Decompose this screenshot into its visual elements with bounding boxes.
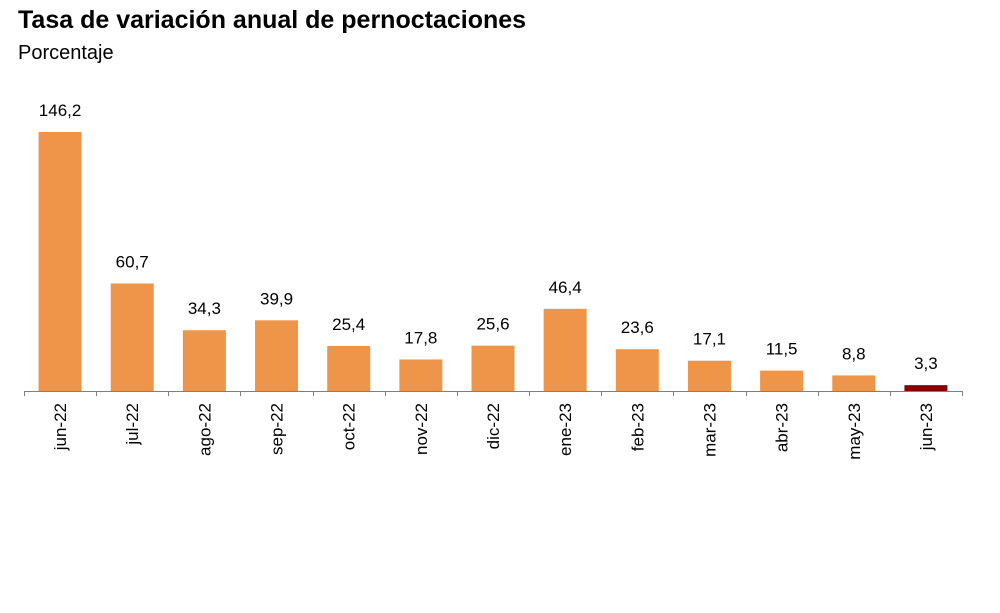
data-label: 23,6 — [621, 318, 654, 337]
bar — [760, 370, 804, 391]
data-label: 46,4 — [549, 278, 582, 297]
bar — [182, 330, 226, 391]
chart-subtitle: Porcentaje — [18, 42, 114, 64]
bar — [687, 360, 731, 391]
x-tick-label: nov-22 — [412, 403, 431, 455]
x-tick-label: dic-22 — [484, 403, 503, 449]
bar — [38, 132, 82, 391]
x-tick-label: sep-22 — [268, 403, 287, 455]
data-label: 3,3 — [914, 354, 938, 373]
x-tick-label: jul-22 — [123, 403, 142, 446]
data-label: 17,1 — [693, 330, 726, 349]
bar — [471, 345, 515, 391]
bar — [543, 308, 587, 391]
chart-title: Tasa de variación anual de pernoctacione… — [18, 6, 527, 34]
bar — [832, 375, 876, 391]
bar — [615, 349, 659, 391]
x-tick-label: feb-23 — [628, 403, 647, 451]
x-tick-label: jun-23 — [917, 403, 936, 451]
x-tick-label: ago-22 — [195, 403, 214, 456]
x-tick-label: oct-22 — [340, 403, 359, 450]
bar — [255, 320, 299, 391]
x-tick-label: may-23 — [845, 403, 864, 460]
data-label: 25,4 — [332, 315, 365, 334]
data-label: 60,7 — [116, 252, 149, 271]
bar — [904, 385, 948, 391]
data-label: 34,3 — [188, 299, 221, 318]
data-label: 146,2 — [39, 101, 82, 120]
x-tick-label: ene-23 — [556, 403, 575, 456]
bar — [399, 359, 443, 391]
data-label: 11,5 — [766, 340, 798, 359]
data-label: 25,6 — [476, 315, 509, 334]
data-label: 17,8 — [404, 328, 437, 347]
x-tick-label: jun-22 — [51, 403, 70, 451]
x-tick-label: mar-23 — [700, 403, 719, 457]
x-tick-label: abr-23 — [773, 403, 792, 452]
bar — [327, 346, 371, 391]
bar — [110, 283, 154, 391]
data-label: 8,8 — [842, 344, 866, 363]
data-label: 39,9 — [260, 289, 293, 308]
